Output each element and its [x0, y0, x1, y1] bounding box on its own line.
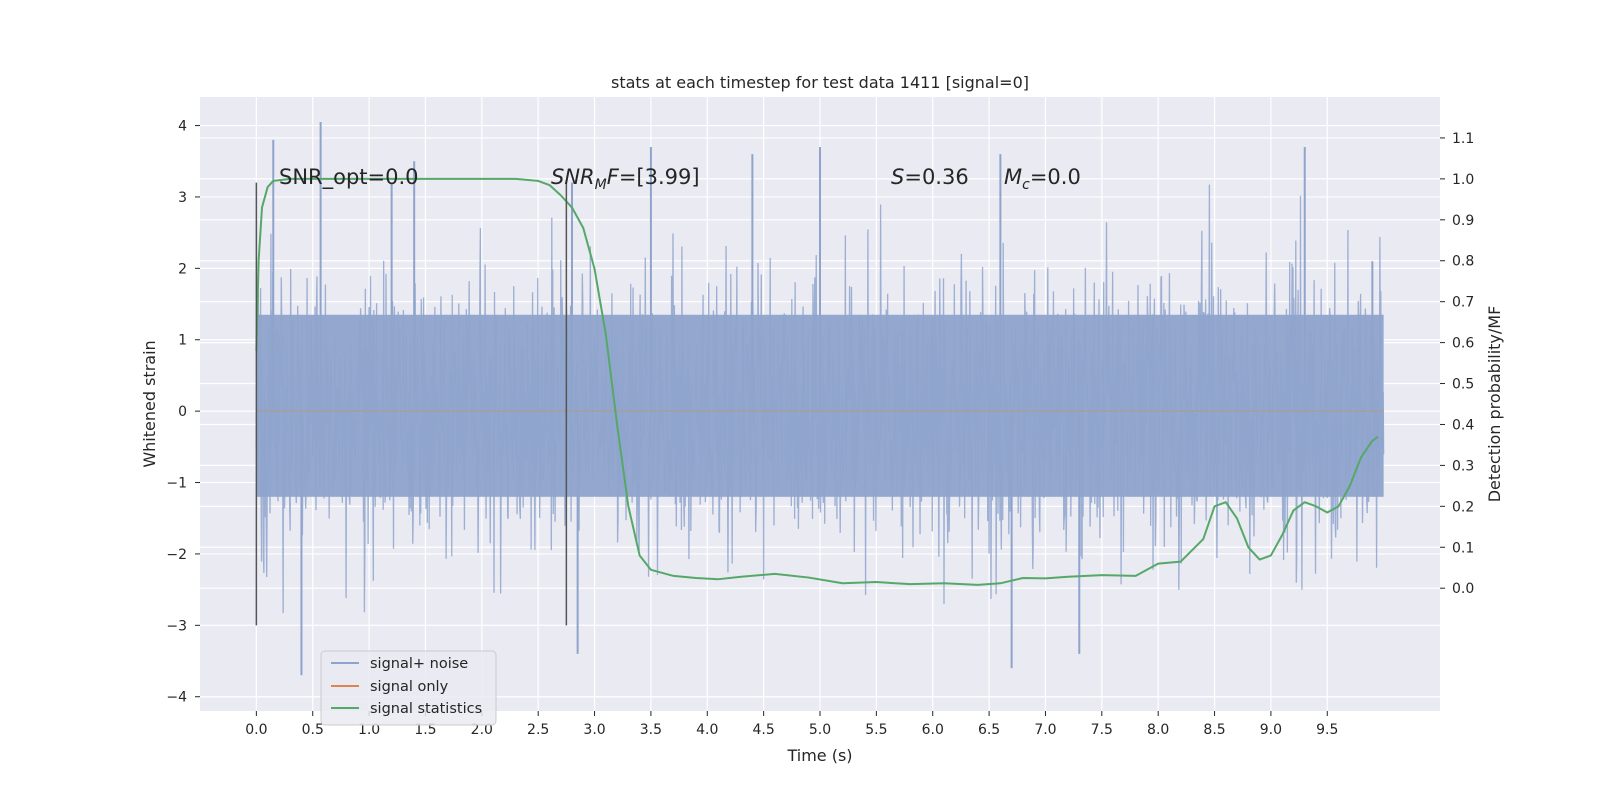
annotation-snr-opt: SNR_opt=0.0 [279, 165, 419, 190]
y-tick-label: −2 [166, 547, 187, 563]
y2-tick-label: 0.6 [1452, 336, 1474, 352]
annotation-snr-mf-name: SNR [551, 165, 595, 189]
y-tick-label: 4 [178, 119, 187, 135]
x-tick-label: 6.5 [978, 722, 1000, 738]
y2-tick-label: 0.7 [1452, 295, 1474, 311]
y2-tick-label: 0.0 [1452, 581, 1474, 597]
tick-labels: 0.0 0.5 1.0 1.5 2.0 2.5 3.0 3.5 4.0 4.5 5.0 5.5 6.0 6… [166, 119, 1474, 738]
x-tick-label: 1.0 [358, 722, 380, 738]
series-signal-statistics-line [255, 177, 1379, 586]
y2-tick-label: 0.2 [1452, 499, 1474, 515]
legend-label-signal-only: signal only [370, 679, 449, 695]
y2-tick-label: 0.1 [1452, 540, 1474, 556]
y-axis-label: Whitened strain [140, 340, 159, 467]
legend-label-signal-statistics: signal statistics [370, 701, 482, 717]
legend-frame [320, 650, 497, 726]
y2-tick-label: 0.4 [1452, 417, 1474, 433]
x-tick-label: 3.5 [640, 722, 662, 738]
x-tick-label: 0.5 [302, 722, 324, 738]
annotation-mc-sub: c [1022, 177, 1030, 193]
y-tick-label: 1 [178, 333, 187, 349]
x-tick-label: 3.0 [583, 722, 605, 738]
y2-tick-label: 1.0 [1452, 172, 1474, 188]
y-tick-label: −1 [166, 476, 187, 492]
x-tick-label: 8.5 [1203, 722, 1225, 738]
x-tick-label: 7.5 [1091, 722, 1113, 738]
series-layer [255, 121, 1385, 676]
x-tick-label: 9.0 [1260, 722, 1282, 738]
y-tick-label: 0 [178, 404, 187, 420]
annotation-s: S=0.36 [891, 165, 969, 189]
x-tick-label: 0.0 [245, 722, 267, 738]
x-tick-label: 5.5 [865, 722, 887, 738]
annotation-snr-mf-tail: F [607, 165, 620, 189]
x-tick-label: 4.0 [696, 722, 718, 738]
annotation-snr-mf-value: =[3.99] [619, 165, 700, 189]
chart-title: stats at each timestep for test data 141… [611, 73, 1029, 92]
legend-label-signal-noise: signal+ noise [370, 656, 468, 672]
annotation-mc-value: =0.0 [1030, 165, 1081, 189]
x-tick-label: 2.5 [527, 722, 549, 738]
y2-tick-label: 0.8 [1452, 254, 1474, 270]
legend: signal+ noise signal only signal statist… [320, 650, 497, 726]
y-tick-label: −3 [166, 618, 187, 634]
x-tick-label: 5.0 [809, 722, 831, 738]
x-tick-label: 9.5 [1316, 722, 1338, 738]
x-tick-label: 6.0 [922, 722, 944, 738]
x-tick-label: 4.5 [753, 722, 775, 738]
x-axis-label: Time (s) [786, 746, 852, 765]
x-tick-label: 8.0 [1147, 722, 1169, 738]
y2-tick-label: 0.9 [1452, 213, 1474, 229]
x-tick-label: 2.0 [471, 722, 493, 738]
annotation-s-name: S [891, 165, 904, 189]
y-tick-label: 2 [178, 261, 187, 277]
y2-tick-label: 0.3 [1452, 458, 1474, 474]
y2-tick-label: 0.5 [1452, 377, 1474, 393]
x-tick-label: 7.0 [1034, 722, 1056, 738]
annotation-snr-mf-sub: M [595, 177, 607, 193]
y2-tick-label: 1.1 [1452, 131, 1474, 147]
y-tick-label: −4 [166, 690, 187, 706]
vertical-markers [255, 182, 568, 626]
annotation-snr-mf: SNRMF=[3.99] [551, 165, 700, 193]
annotation-mc: Mc=0.0 [1004, 165, 1081, 193]
annotation-s-value: =0.36 [904, 165, 968, 189]
y2-axis-label: Detection probability/MF [1485, 306, 1504, 503]
x-tick-label: 1.5 [414, 722, 436, 738]
annotation-mc-name: M [1004, 165, 1022, 189]
y-tick-label: 3 [178, 190, 187, 206]
